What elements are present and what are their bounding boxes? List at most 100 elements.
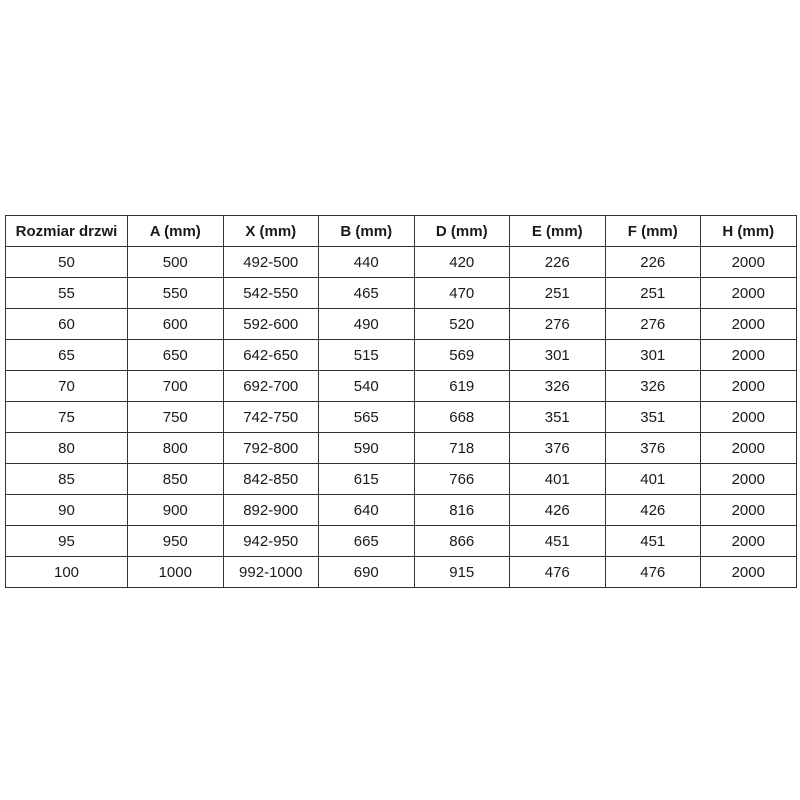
table-cell: 2000 (700, 463, 797, 495)
header-a-mm: A (mm) (127, 215, 224, 247)
table-cell: 476 (604, 556, 701, 588)
table-cell: 520 (413, 308, 510, 340)
table-cell: 276 (604, 308, 701, 340)
table-cell: 950 (127, 525, 224, 557)
table-cell: 515 (318, 339, 415, 371)
table-cell: 766 (413, 463, 510, 495)
table-row: 95 950 942-950 665 866 451 451 2000 (5, 525, 797, 557)
door-dimensions-table: Rozmiar drzwi A (mm) X (mm) B (mm) D (mm… (5, 215, 797, 588)
table-cell: 668 (413, 401, 510, 433)
table-cell: 850 (127, 463, 224, 495)
table-row: 80 800 792-800 590 718 376 376 2000 (5, 432, 797, 464)
table-cell: 642-650 (222, 339, 319, 371)
header-b-mm: B (mm) (318, 215, 415, 247)
table-row: 100 1000 992-1000 690 915 476 476 2000 (5, 556, 797, 588)
table-cell: 915 (413, 556, 510, 588)
table-cell: 640 (318, 494, 415, 526)
table-cell: 376 (604, 432, 701, 464)
table-cell: 700 (127, 370, 224, 402)
table-cell: 2000 (700, 556, 797, 588)
table-cell: 401 (509, 463, 606, 495)
table-cell: 816 (413, 494, 510, 526)
table-cell: 85 (5, 463, 128, 495)
header-rozmiar-drzwi: Rozmiar drzwi (5, 215, 128, 247)
table-row: 75 750 742-750 565 668 351 351 2000 (5, 401, 797, 433)
table-cell: 301 (509, 339, 606, 371)
table-cell: 650 (127, 339, 224, 371)
table-cell: 842-850 (222, 463, 319, 495)
table-cell: 792-800 (222, 432, 319, 464)
table-cell: 592-600 (222, 308, 319, 340)
table-cell: 742-750 (222, 401, 319, 433)
table-cell: 426 (604, 494, 701, 526)
table-cell: 470 (413, 277, 510, 309)
table-cell: 492-500 (222, 246, 319, 278)
table-cell: 326 (604, 370, 701, 402)
header-h-mm: H (mm) (700, 215, 797, 247)
table-cell: 619 (413, 370, 510, 402)
table-cell: 251 (604, 277, 701, 309)
table-cell: 2000 (700, 432, 797, 464)
table-cell: 2000 (700, 494, 797, 526)
table-cell: 65 (5, 339, 128, 371)
table-cell: 80 (5, 432, 128, 464)
table-cell: 615 (318, 463, 415, 495)
table-cell: 351 (604, 401, 701, 433)
table-cell: 600 (127, 308, 224, 340)
header-f-mm: F (mm) (604, 215, 701, 247)
table-cell: 2000 (700, 246, 797, 278)
table-cell: 565 (318, 401, 415, 433)
table-cell: 465 (318, 277, 415, 309)
table-row: 90 900 892-900 640 816 426 426 2000 (5, 494, 797, 526)
table-cell: 50 (5, 246, 128, 278)
table-cell: 542-550 (222, 277, 319, 309)
table-cell: 55 (5, 277, 128, 309)
table-cell: 2000 (700, 401, 797, 433)
table-cell: 866 (413, 525, 510, 557)
table-cell: 750 (127, 401, 224, 433)
table-row: 65 650 642-650 515 569 301 301 2000 (5, 339, 797, 371)
table-cell: 451 (604, 525, 701, 557)
header-e-mm: E (mm) (509, 215, 606, 247)
table-cell: 692-700 (222, 370, 319, 402)
table-cell: 476 (509, 556, 606, 588)
table-cell: 276 (509, 308, 606, 340)
table-cell: 90 (5, 494, 128, 526)
table-cell: 351 (509, 401, 606, 433)
table-cell: 100 (5, 556, 128, 588)
table-cell: 2000 (700, 277, 797, 309)
table-cell: 451 (509, 525, 606, 557)
table-cell: 490 (318, 308, 415, 340)
table-cell: 550 (127, 277, 224, 309)
table-cell: 2000 (700, 525, 797, 557)
table-cell: 665 (318, 525, 415, 557)
table-cell: 900 (127, 494, 224, 526)
table-cell: 95 (5, 525, 128, 557)
table-cell: 60 (5, 308, 128, 340)
table-cell: 251 (509, 277, 606, 309)
table-cell: 500 (127, 246, 224, 278)
table-row: 85 850 842-850 615 766 401 401 2000 (5, 463, 797, 495)
table-cell: 420 (413, 246, 510, 278)
table-row: 55 550 542-550 465 470 251 251 2000 (5, 277, 797, 309)
table-cell: 718 (413, 432, 510, 464)
header-d-mm: D (mm) (413, 215, 510, 247)
table-header: Rozmiar drzwi A (mm) X (mm) B (mm) D (mm… (5, 215, 797, 247)
table-cell: 590 (318, 432, 415, 464)
table-cell: 401 (604, 463, 701, 495)
door-dimensions-table-wrapper: Rozmiar drzwi A (mm) X (mm) B (mm) D (mm… (5, 215, 797, 588)
table-cell: 2000 (700, 339, 797, 371)
table-cell: 540 (318, 370, 415, 402)
table-cell: 942-950 (222, 525, 319, 557)
table-cell: 992-1000 (222, 556, 319, 588)
header-x-mm: X (mm) (222, 215, 319, 247)
table-cell: 376 (509, 432, 606, 464)
table-cell: 226 (509, 246, 606, 278)
table-cell: 892-900 (222, 494, 319, 526)
table-row: 50 500 492-500 440 420 226 226 2000 (5, 246, 797, 278)
table-cell: 1000 (127, 556, 224, 588)
table-cell: 800 (127, 432, 224, 464)
table-header-row: Rozmiar drzwi A (mm) X (mm) B (mm) D (mm… (5, 215, 797, 247)
table-cell: 440 (318, 246, 415, 278)
